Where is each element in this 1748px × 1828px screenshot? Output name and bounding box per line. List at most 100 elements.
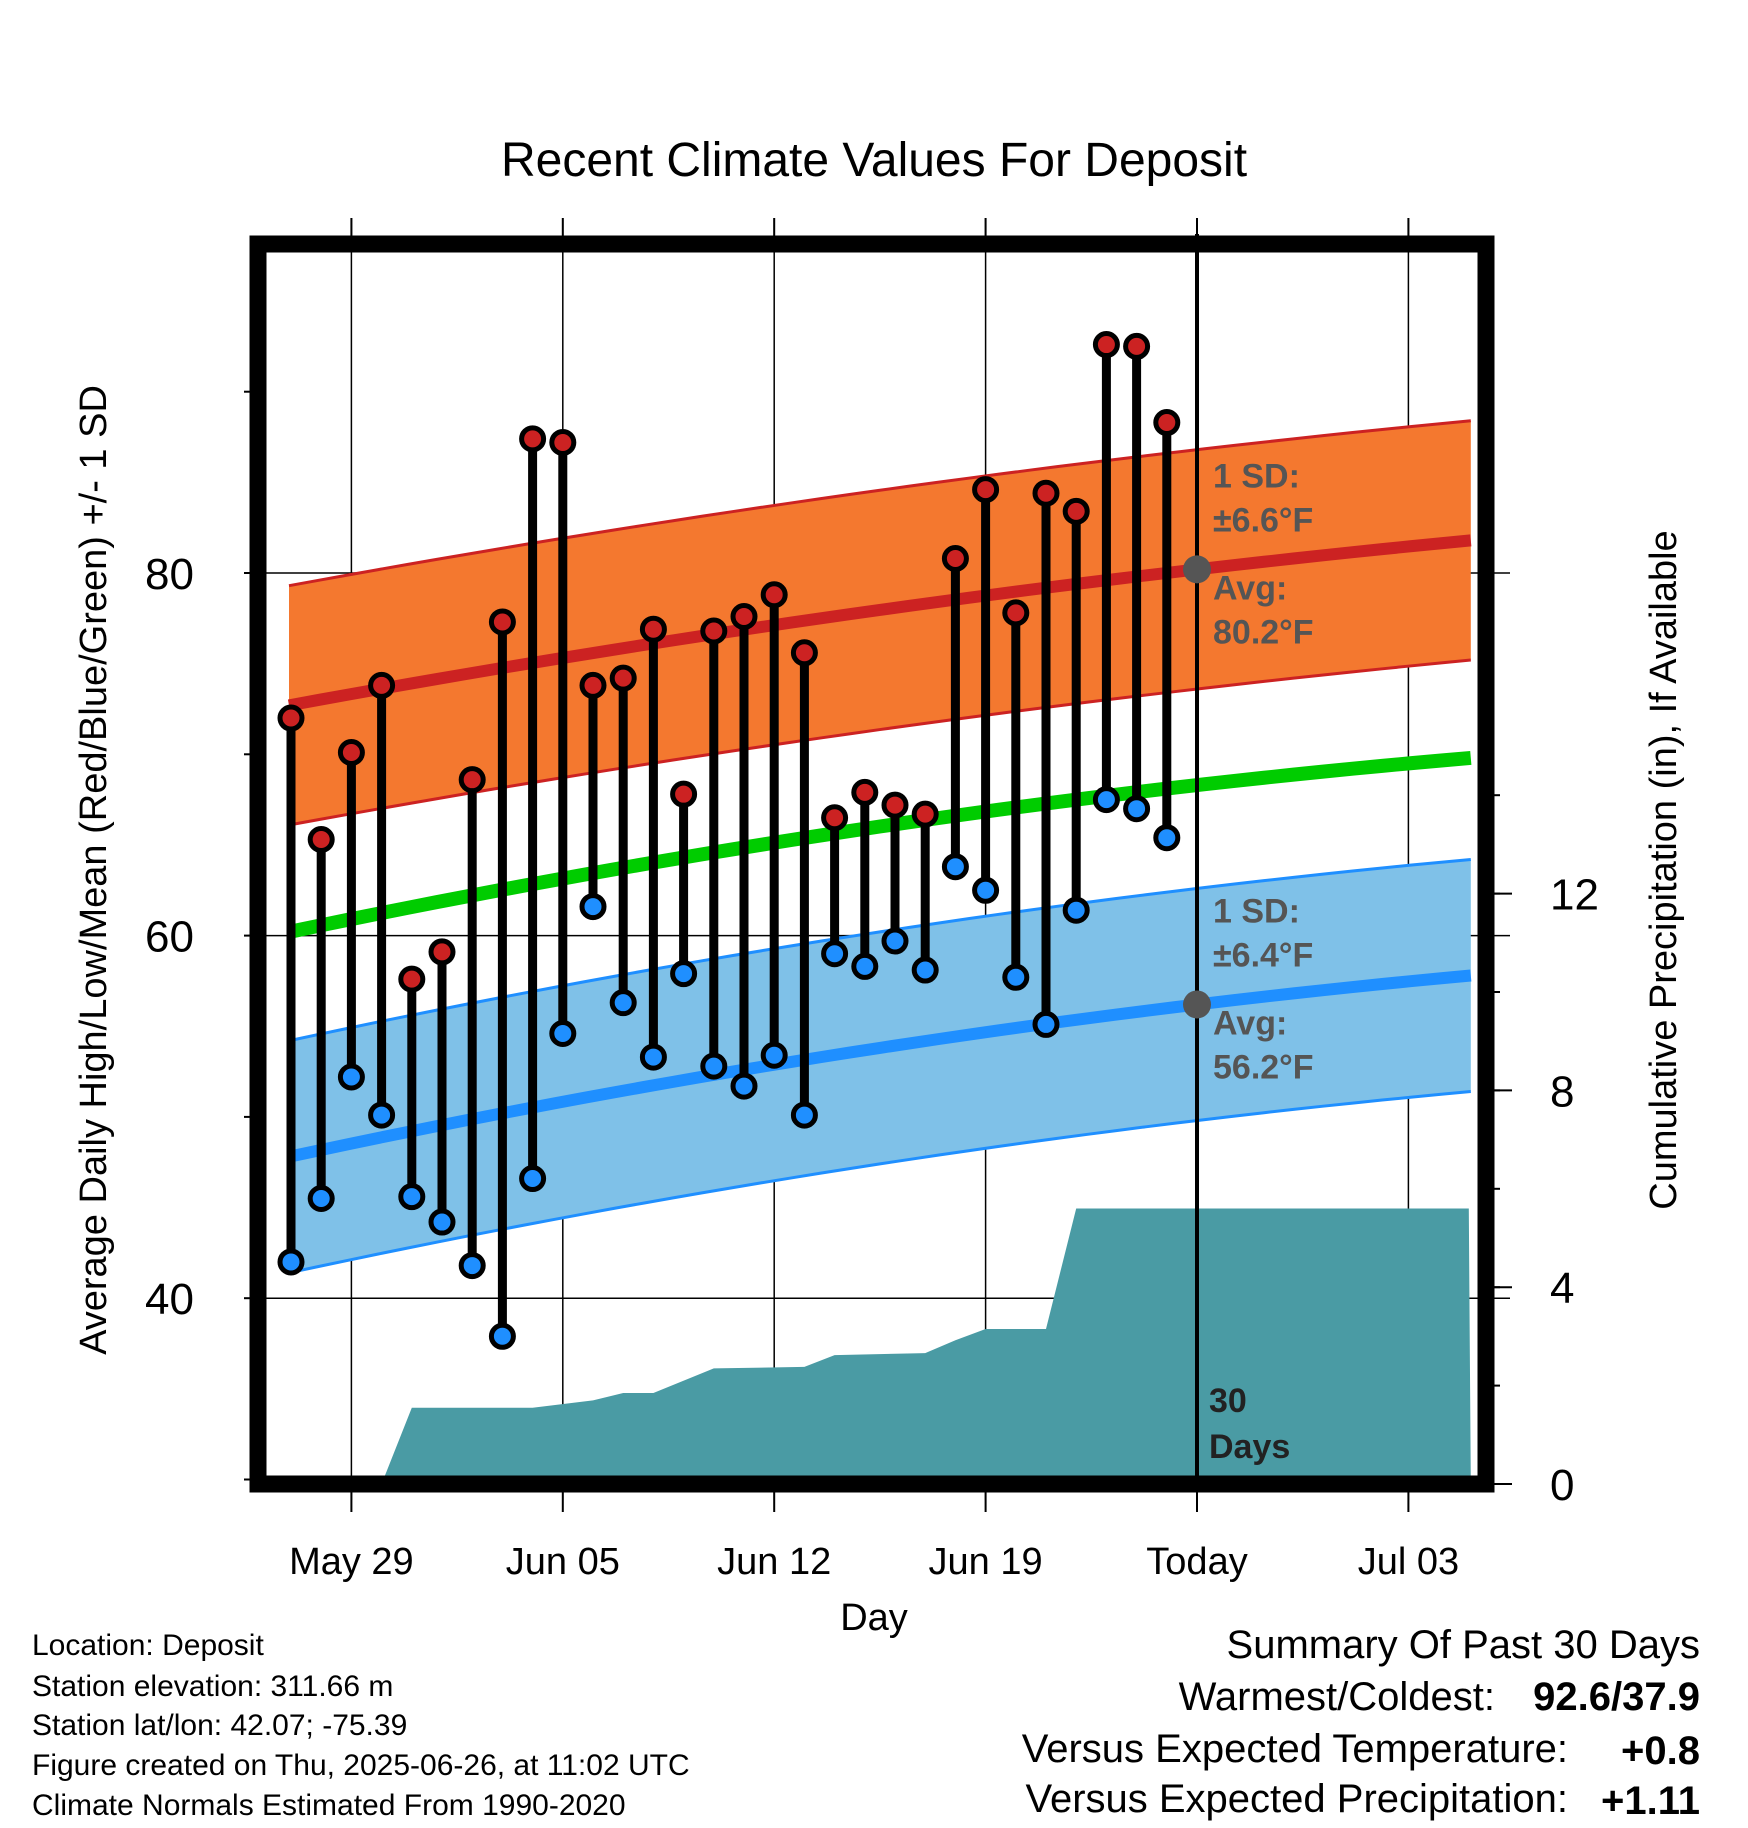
low-point <box>1153 824 1181 852</box>
high-point <box>851 778 879 806</box>
low-point <box>428 1208 456 1236</box>
today-low-avg-dot <box>1183 990 1211 1019</box>
high-point <box>941 544 969 572</box>
low-band-upper-edge <box>288 857 1471 1043</box>
plot-frame <box>249 235 1495 1493</box>
y-axis-label: Average Daily High/Low/Mean (Red/Blue/Gr… <box>73 385 115 1355</box>
high-point <box>398 965 426 993</box>
high-point <box>1092 331 1120 359</box>
x-tick-label: May 29 <box>289 1541 414 1583</box>
info-latlon: Station lat/lon: 42.07; -75.39 <box>32 1709 407 1742</box>
plot-border <box>249 235 1495 1493</box>
low-point <box>911 956 939 984</box>
high-point <box>549 428 577 456</box>
high-point <box>609 664 637 692</box>
high-point <box>760 581 788 609</box>
days-count-number: 30 <box>1209 1382 1247 1420</box>
info-normals: Climate Normals Estimated From 1990-2020 <box>32 1789 626 1822</box>
high-point <box>1153 409 1181 437</box>
low-point <box>1002 963 1030 991</box>
days-count-word: Days <box>1209 1428 1290 1466</box>
x-tick-label: Jun 19 <box>929 1541 1043 1583</box>
y2-axis-label: Cumulative Precipitation (in), If Availa… <box>1643 530 1685 1209</box>
low-point <box>1092 786 1120 814</box>
low-point <box>307 1184 335 1212</box>
info-created: Figure created on Thu, 2025-06-26, at 11… <box>32 1749 690 1782</box>
high-sd-value: ±6.6°F <box>1213 501 1313 539</box>
high-band-lower-edge <box>288 658 1471 827</box>
x-tick-label: Jun 05 <box>506 1541 620 1583</box>
chart-title: Recent Climate Values For Deposit <box>501 134 1247 187</box>
x-tick-label: Jul 03 <box>1358 1541 1459 1583</box>
info-elevation: Station elevation: 311.66 m <box>32 1670 393 1703</box>
high-avg-value: 80.2°F <box>1213 613 1314 651</box>
low-normal-line <box>287 969 1472 1163</box>
precip-cumulative-area <box>381 1208 1471 1484</box>
low-point <box>458 1252 486 1280</box>
low-point <box>851 952 879 980</box>
high-avg-title: Avg: <box>1213 569 1287 607</box>
y-tick-label: 40 <box>145 1275 194 1324</box>
low-point <box>549 1020 577 1048</box>
high-point <box>881 791 909 819</box>
low-point <box>790 1101 818 1129</box>
high-point <box>307 826 335 854</box>
low-point <box>337 1063 365 1091</box>
summary-warm-cold-value: 92.6/37.9 <box>1533 1675 1700 1719</box>
low-point <box>519 1165 547 1193</box>
low-sd-title: 1 SD: <box>1213 892 1300 930</box>
station-info: Location: Deposit Station elevation: 311… <box>32 1629 690 1822</box>
x-tick-label: Today <box>1146 1541 1247 1583</box>
low-sd-value: ±6.4°F <box>1213 936 1313 974</box>
high-point <box>488 608 516 636</box>
high-point <box>670 780 698 808</box>
low-point <box>700 1052 728 1080</box>
high-normal-line <box>287 534 1472 712</box>
low-point <box>368 1101 396 1129</box>
low-point <box>760 1041 788 1069</box>
low-point <box>972 876 1000 904</box>
daily-points <box>277 331 1181 1350</box>
low-point <box>1062 896 1090 924</box>
low-point <box>670 960 698 988</box>
low-point <box>821 940 849 968</box>
axis-ticks: May 29 Jun 05 Jun 12 Jun 19 Today Jul 0340608… <box>145 218 1599 1583</box>
high-point <box>579 671 607 699</box>
today-marker <box>1183 234 1211 1484</box>
high-sd-title: 1 SD: <box>1213 457 1300 495</box>
summary-precip-value: +1.11 <box>1601 1779 1700 1823</box>
summary-panel: Summary Of Past 30 Days Warmest/Coldest:… <box>1022 1623 1700 1823</box>
low-band <box>289 859 1471 1273</box>
high-point <box>277 704 305 732</box>
high-point <box>730 603 758 631</box>
low-avg-title: Avg: <box>1213 1004 1287 1042</box>
high-point <box>337 738 365 766</box>
x-axis-label: Day <box>840 1597 908 1639</box>
low-point <box>277 1248 305 1276</box>
low-point <box>730 1072 758 1100</box>
high-point <box>1002 599 1030 627</box>
low-point <box>488 1322 516 1350</box>
y-tick-label: 80 <box>145 550 194 599</box>
low-point <box>941 853 969 881</box>
y2-tick-label: 4 <box>1550 1264 1574 1313</box>
high-band-upper-edge <box>288 419 1471 588</box>
high-point <box>972 476 1000 504</box>
low-point <box>1123 795 1151 823</box>
high-point <box>1032 479 1060 507</box>
high-point <box>519 425 547 453</box>
high-point <box>639 615 667 643</box>
today-high-avg-dot <box>1183 555 1211 584</box>
high-point <box>911 800 939 828</box>
high-point <box>1123 332 1151 360</box>
mean-normal-line <box>287 750 1472 939</box>
summary-warm-cold-label: Warmest/Coldest: <box>1179 1675 1495 1719</box>
high-point <box>428 938 456 966</box>
summary-temp-label: Versus Expected Temperature: <box>1022 1727 1568 1771</box>
normal-bands <box>287 419 1472 1275</box>
y2-tick-label: 12 <box>1550 871 1599 920</box>
high-point <box>368 671 396 699</box>
daily-range-stems <box>286 344 1172 1337</box>
low-point <box>881 927 909 955</box>
low-band-lower-edge <box>288 1090 1471 1275</box>
